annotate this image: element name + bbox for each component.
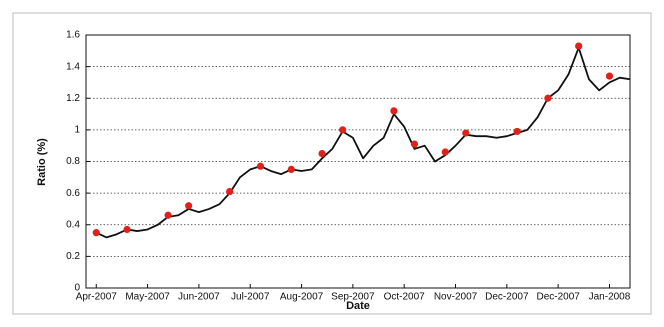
y-tick-label: 0.6 bbox=[66, 188, 80, 199]
data-point bbox=[544, 94, 552, 102]
frame bbox=[12, 12, 652, 315]
data-point bbox=[390, 107, 398, 115]
data-point bbox=[441, 148, 449, 156]
plot-border bbox=[85, 34, 631, 289]
y-axis-title: Ratio (%) bbox=[36, 138, 48, 186]
x-tick-label: Jul-2007 bbox=[231, 292, 270, 303]
data-line bbox=[95, 46, 631, 239]
data-point bbox=[164, 211, 172, 219]
data-point bbox=[287, 165, 295, 174]
y-tick-label: 1.2 bbox=[66, 93, 80, 104]
data-point bbox=[92, 229, 100, 237]
y-tick-label: 0 bbox=[74, 283, 80, 294]
data-point bbox=[226, 187, 234, 196]
x-tick-label: Dec-2007 bbox=[536, 292, 580, 303]
y-tick-label: 1.6 bbox=[66, 30, 80, 41]
x-tick-label: Sep-2007 bbox=[331, 292, 375, 303]
data-point bbox=[318, 149, 326, 158]
y-tick-label: 0.8 bbox=[66, 156, 80, 167]
data-point bbox=[185, 202, 193, 210]
x-tick-label: Nov-2007 bbox=[434, 292, 478, 303]
x-tick-label: Apr-2007 bbox=[76, 292, 118, 303]
data-point bbox=[513, 127, 521, 136]
data-point bbox=[575, 42, 583, 50]
data-point bbox=[605, 72, 614, 80]
data-point bbox=[256, 162, 265, 170]
y-tick-label: 0.4 bbox=[66, 219, 80, 230]
x-tick-label: Aug-2007 bbox=[280, 292, 324, 303]
x-tick-label: Oct-2007 bbox=[384, 292, 426, 303]
x-tick-label: Jun-2007 bbox=[178, 292, 220, 303]
y-tick-label: 0.2 bbox=[66, 251, 80, 262]
data-point bbox=[339, 126, 347, 134]
x-tick-label: Dec-2007 bbox=[485, 292, 529, 303]
y-tick-label: 1 bbox=[74, 125, 80, 136]
data-point bbox=[123, 225, 131, 234]
y-tick-label: 1.4 bbox=[66, 61, 80, 72]
x-axis-title: Date bbox=[346, 300, 370, 312]
data-point bbox=[462, 129, 470, 137]
x-tick-label: Jan-2008 bbox=[589, 292, 631, 303]
data-point bbox=[410, 140, 419, 148]
x-tick-label: May-2007 bbox=[125, 292, 170, 303]
